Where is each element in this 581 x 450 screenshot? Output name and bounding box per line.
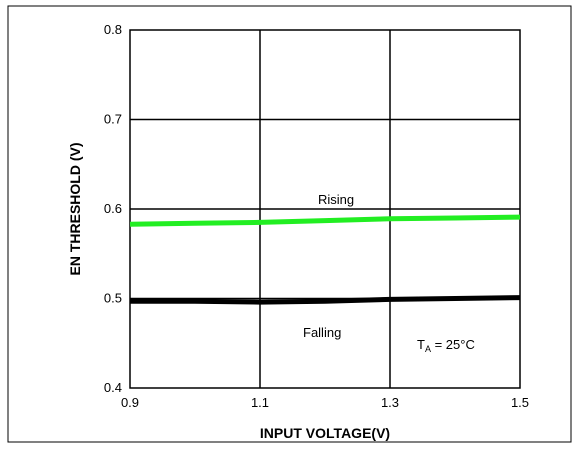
series-label-falling: Falling <box>303 325 341 340</box>
y-tick-label-2: 0.6 <box>104 201 122 216</box>
y-tick-label-0: 0.4 <box>104 380 122 395</box>
annotation-value: = 25°C <box>431 337 475 352</box>
x-tick-label-2: 1.3 <box>381 395 399 410</box>
y-tick-label-1: 0.5 <box>104 291 122 306</box>
annotation-subscript: A <box>425 344 431 354</box>
x-tick-label-0: 0.9 <box>121 395 139 410</box>
x-tick-label-3: 1.5 <box>511 395 529 410</box>
y-tick-label-4: 0.8 <box>104 22 122 37</box>
series-label-rising: Rising <box>318 192 354 207</box>
y-tick-label-3: 0.7 <box>104 112 122 127</box>
series-line-falling <box>130 295 521 305</box>
annotation-t: T <box>417 337 425 352</box>
temperature-annotation: TA = 25°C <box>417 337 475 354</box>
x-axis-title: INPUT VOLTAGE(V) <box>260 425 390 441</box>
tick-labels: 0.9 1.1 1.3 1.5 0.4 0.5 0.6 0.7 0.8 <box>104 22 529 410</box>
y-axis-title: EN THRESHOLD (V) <box>67 143 83 276</box>
series-line-rising <box>129 214 521 227</box>
series-layer <box>129 214 521 305</box>
figure-border <box>7 5 572 443</box>
x-tick-label-1: 1.1 <box>251 395 269 410</box>
